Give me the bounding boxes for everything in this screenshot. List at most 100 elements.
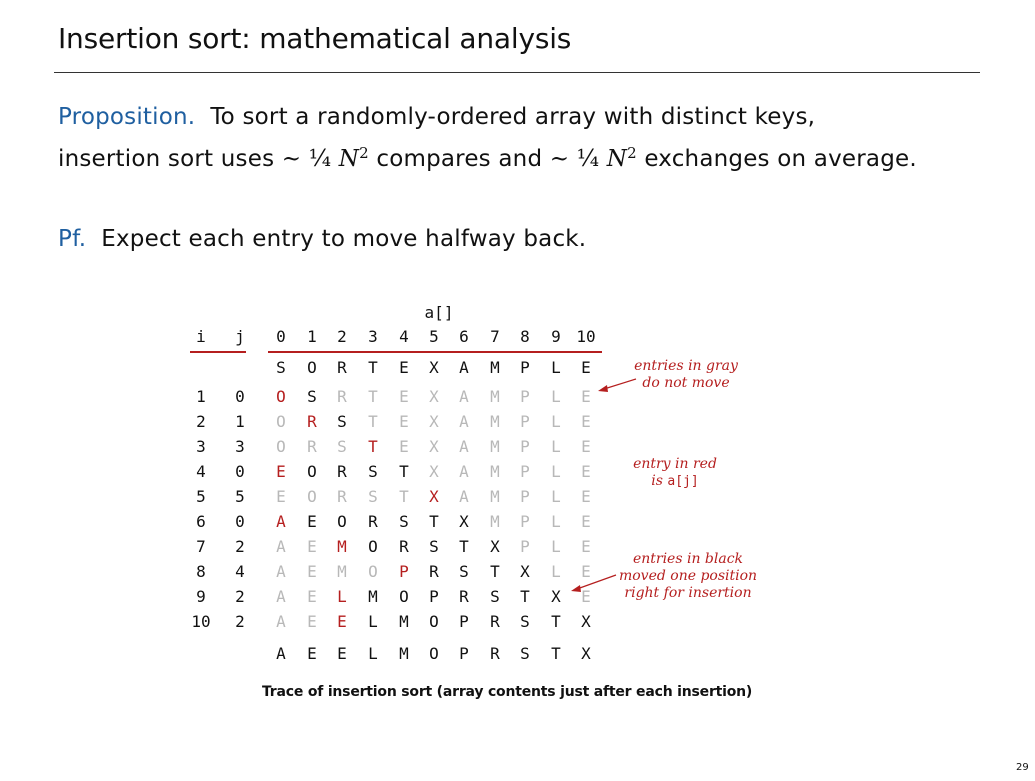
trace-entry: P xyxy=(520,462,530,481)
annotation-black: entries in black moved one position righ… xyxy=(618,551,758,602)
trace-entry: O xyxy=(368,562,378,581)
trace-entry: P xyxy=(520,412,530,431)
annotation-black-line-3: right for insertion xyxy=(624,585,752,601)
trace-entry: E xyxy=(337,612,347,631)
trace-entry: L xyxy=(337,587,347,606)
row-i: 3 xyxy=(196,437,206,456)
trace-entry: P xyxy=(399,562,409,581)
header-index: 10 xyxy=(576,327,596,346)
initial-entry: S xyxy=(276,358,286,377)
row-i: 6 xyxy=(196,512,206,531)
final-entry: P xyxy=(459,644,469,663)
final-entry: L xyxy=(368,644,378,663)
trace-entry: M xyxy=(368,587,378,606)
trace-entry: T xyxy=(459,537,469,556)
header-index: 3 xyxy=(368,327,378,346)
trace-entry: L xyxy=(551,387,561,406)
arrow-gray-line xyxy=(603,378,637,390)
trace-entry: O xyxy=(307,487,317,506)
trace-entry: O xyxy=(429,612,439,631)
trace-entry: A xyxy=(276,512,286,531)
final-entry: M xyxy=(399,644,409,663)
trace-entry: E xyxy=(581,437,591,456)
trace-entry: A xyxy=(276,587,286,606)
trace-entry: O xyxy=(276,387,286,406)
index-header-underline xyxy=(268,351,602,353)
trace-entry: X xyxy=(429,487,439,506)
row-i: 7 xyxy=(196,537,206,556)
trace-entry: P xyxy=(459,612,469,631)
annotation-red-code: a[j] xyxy=(667,474,699,489)
final-entry: E xyxy=(307,644,317,663)
trace-entry: E xyxy=(581,562,591,581)
trace-entry: E xyxy=(399,387,409,406)
trace-entry: X xyxy=(429,437,439,456)
trace-entry: M xyxy=(337,562,347,581)
annotation-gray: entries in gray do not move xyxy=(626,358,746,392)
header-i: i xyxy=(196,327,206,346)
trace-entry: X xyxy=(429,387,439,406)
final-entry: E xyxy=(337,644,347,663)
trace-entry: S xyxy=(337,437,347,456)
trace-entry: L xyxy=(551,437,561,456)
trace-entry: M xyxy=(337,537,347,556)
arrow-black-head xyxy=(571,585,581,592)
proof-label: Pf. xyxy=(58,226,87,252)
header-index: 5 xyxy=(429,327,439,346)
trace-entry: M xyxy=(490,412,500,431)
header-index: 0 xyxy=(276,327,286,346)
header-index: 2 xyxy=(337,327,347,346)
row-j: 2 xyxy=(235,537,245,556)
trace-entry: E xyxy=(581,587,591,606)
initial-entry: E xyxy=(399,358,409,377)
initial-entry: O xyxy=(307,358,317,377)
annotation-black-line-2: moved one position xyxy=(618,568,758,584)
trace-entry: T xyxy=(368,412,378,431)
trace-entry: E xyxy=(581,537,591,556)
proof-text: Expect each entry to move halfway back. xyxy=(101,226,587,252)
trace-entry: X xyxy=(429,412,439,431)
trace-entry: O xyxy=(276,412,286,431)
trace-entry: R xyxy=(337,487,347,506)
trace-entry: X xyxy=(490,537,500,556)
trace-entry: L xyxy=(551,412,561,431)
arrow-black-line xyxy=(576,574,617,590)
proposition-line-2: insertion sort uses ~ ¼ N2 compares and … xyxy=(58,144,917,172)
row-i: 5 xyxy=(196,487,206,506)
trace-entry: S xyxy=(368,462,378,481)
trace-entry: L xyxy=(551,562,561,581)
trace-entry: E xyxy=(307,562,317,581)
array-label: a[] xyxy=(424,303,454,322)
proposition-end: exchanges on average. xyxy=(636,146,917,172)
trace-entry: M xyxy=(490,487,500,506)
trace-entry: R xyxy=(399,537,409,556)
annotation-red-prefix: is xyxy=(651,473,668,489)
row-j: 4 xyxy=(235,562,245,581)
trace-entry: A xyxy=(459,437,469,456)
trace-entry: T xyxy=(490,562,500,581)
final-entry: R xyxy=(490,644,500,663)
row-j: 5 xyxy=(235,487,245,506)
trace-entry: S xyxy=(368,487,378,506)
row-j: 0 xyxy=(235,387,245,406)
tilde-quarter-text: ~ ¼ xyxy=(281,146,339,172)
header-index: 8 xyxy=(520,327,530,346)
trace-entry: P xyxy=(520,487,530,506)
trace-entry: E xyxy=(581,462,591,481)
row-j: 1 xyxy=(235,412,245,431)
trace-entry: E xyxy=(307,587,317,606)
trace-entry: L xyxy=(551,462,561,481)
arrow-gray-head xyxy=(598,385,608,392)
trace-entry: X xyxy=(581,612,591,631)
trace-entry: S xyxy=(520,612,530,631)
trace-entry: P xyxy=(429,587,439,606)
proposition-label: Proposition. xyxy=(58,104,196,130)
trace-entry: M xyxy=(490,437,500,456)
trace-entry: E xyxy=(276,462,286,481)
row-i: 8 xyxy=(196,562,206,581)
final-entry: T xyxy=(551,644,561,663)
final-entry: S xyxy=(520,644,530,663)
annotation-gray-line-1: entries in gray xyxy=(634,358,738,374)
trace-entry: E xyxy=(581,512,591,531)
tilde-quarter: ~ ¼ N2 xyxy=(281,144,369,172)
